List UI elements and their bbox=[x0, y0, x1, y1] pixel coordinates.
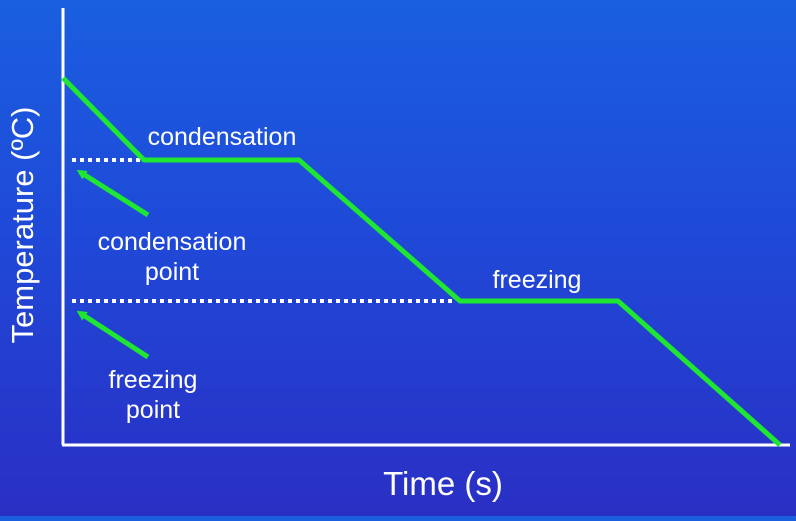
freezing-point-label-line1: freezing bbox=[109, 366, 198, 394]
condensation-plateau-label: condensation bbox=[148, 123, 297, 151]
condensation-point-arrow bbox=[76, 169, 150, 218]
freezing-plateau-label: freezing bbox=[493, 266, 582, 294]
freezing-point-label-line2: point bbox=[126, 396, 180, 424]
freezing-point-arrow bbox=[76, 310, 150, 360]
y-axis-label: Temperature (ºC) bbox=[5, 107, 40, 344]
cooling-curve bbox=[61, 76, 782, 447]
condensation-point-label-line2: point bbox=[145, 258, 199, 286]
x-axis-label: Time (s) bbox=[383, 465, 503, 502]
condensation-point-label-line1: condensation bbox=[98, 228, 247, 256]
